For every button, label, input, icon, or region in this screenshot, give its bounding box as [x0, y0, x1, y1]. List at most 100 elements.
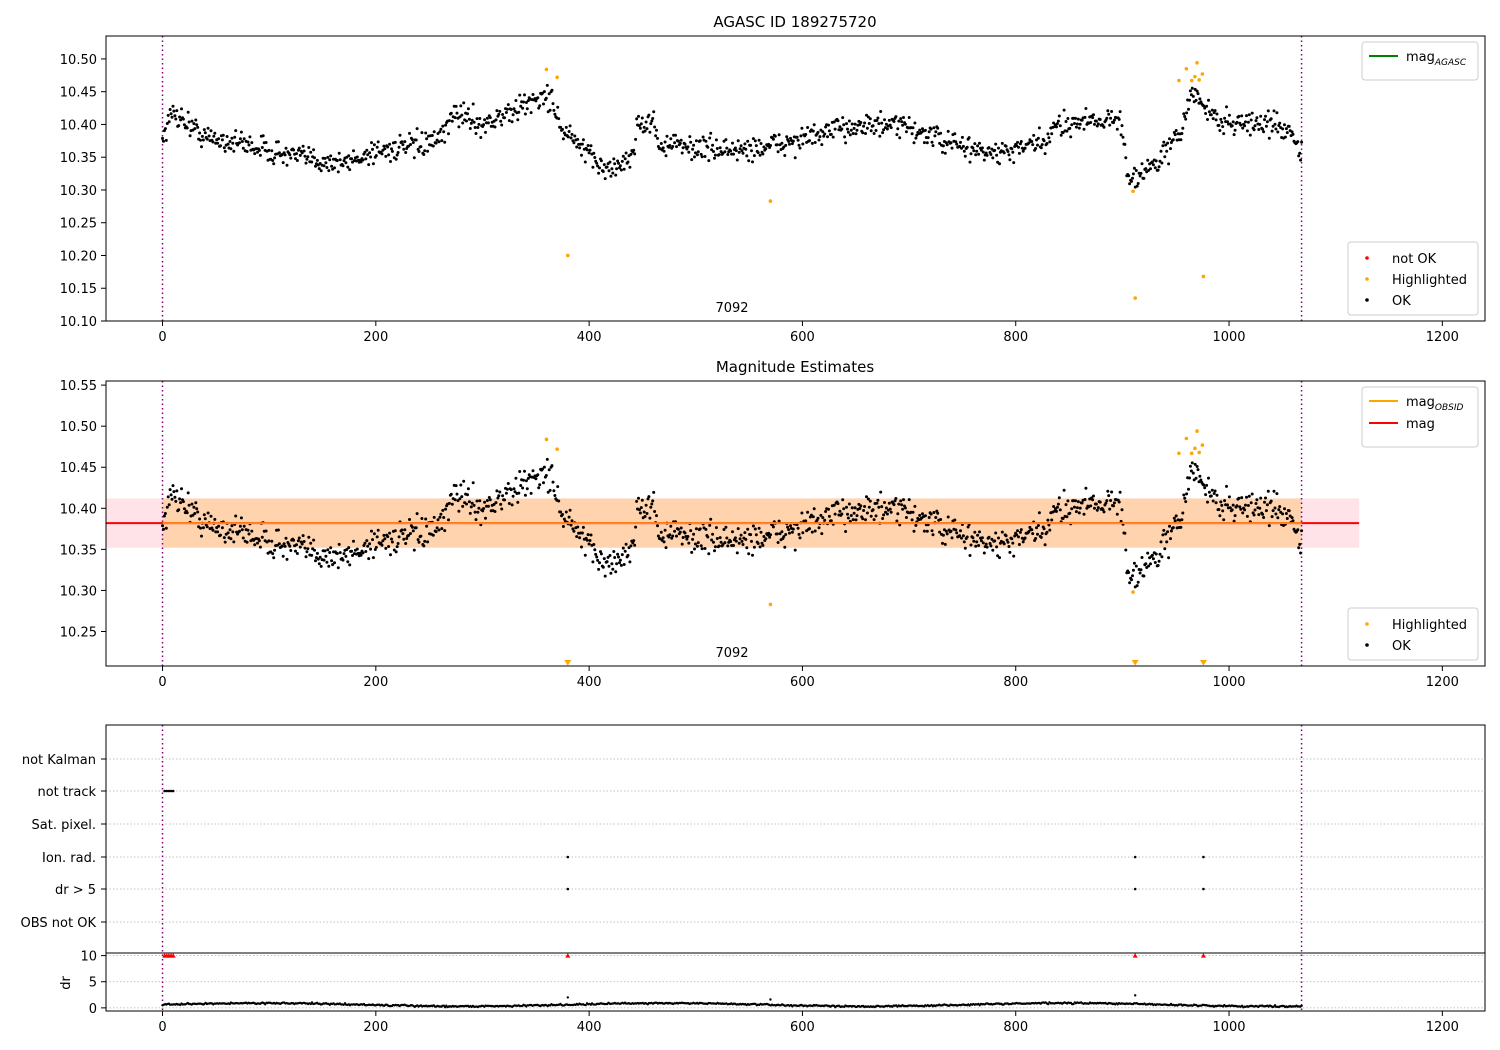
ok-point [1042, 139, 1046, 143]
ok-point [1082, 512, 1086, 516]
ok-point [865, 495, 868, 499]
ok-point [380, 543, 384, 547]
ok-point [477, 506, 481, 510]
ok-point [572, 141, 576, 145]
ok-point [440, 527, 444, 531]
ok-point [292, 148, 296, 152]
ok-point [979, 539, 983, 543]
ok-point [468, 127, 472, 130]
ok-point [715, 147, 719, 150]
ok-point [662, 149, 666, 153]
ok-point [371, 147, 374, 151]
ok-point [1188, 89, 1192, 93]
ok-point [941, 150, 944, 154]
ok-point [1262, 516, 1266, 519]
ok-point [436, 132, 440, 135]
ok-point [1158, 552, 1162, 556]
flag-point [169, 789, 173, 793]
ok-point [248, 135, 252, 139]
highlighted-point [1200, 443, 1205, 447]
ok-point [882, 128, 886, 132]
ok-point [462, 479, 466, 483]
ok-point [664, 154, 668, 158]
ok-point [883, 501, 886, 504]
ok-point [408, 131, 411, 135]
ok-point [960, 536, 963, 540]
legend-label: Highlighted [1392, 273, 1467, 288]
ok-point [799, 134, 803, 138]
ok-point [626, 160, 630, 164]
ok-point [267, 539, 271, 543]
ok-point [1203, 106, 1207, 110]
ok-point [903, 506, 907, 510]
ok-point [712, 540, 715, 544]
ok-point [1040, 143, 1044, 147]
ok-point [431, 533, 435, 537]
ok-point [1206, 500, 1209, 504]
ok-point [623, 549, 627, 553]
ok-point [1066, 499, 1070, 503]
ok-point [295, 543, 298, 547]
ok-point [1274, 127, 1278, 131]
ok-point [896, 127, 900, 131]
ok-point [1064, 503, 1068, 507]
ok-point [471, 102, 475, 106]
ok-point [422, 153, 426, 156]
ok-point [1036, 532, 1039, 536]
ok-point [813, 141, 817, 144]
ok-point [1179, 138, 1183, 142]
ok-point [416, 538, 420, 542]
ok-point [1252, 128, 1256, 132]
ok-point [400, 528, 404, 532]
ok-point [367, 163, 371, 167]
ok-point [788, 142, 791, 146]
ok-point [567, 515, 571, 519]
ok-point [571, 527, 575, 531]
ok-point [1039, 535, 1043, 539]
ok-point [210, 526, 214, 530]
ok-point [718, 536, 722, 540]
flag-point [171, 789, 175, 793]
ok-point [458, 497, 462, 501]
ok-point [443, 140, 447, 144]
ok-point [1290, 130, 1294, 134]
ok-point [1262, 130, 1266, 134]
ok-point [524, 479, 528, 483]
ok-point [1212, 492, 1216, 495]
ok-point [662, 540, 666, 544]
ok-point [846, 516, 850, 520]
ok-point [863, 505, 867, 508]
ok-point [331, 563, 335, 567]
ok-point [695, 153, 699, 157]
ok-point [411, 529, 415, 533]
ok-point [900, 503, 904, 507]
ok-point [264, 141, 268, 144]
ok-point [1046, 132, 1050, 136]
ok-point [939, 131, 943, 135]
ok-point [329, 546, 333, 550]
ok-point [257, 539, 261, 543]
ok-point [761, 152, 765, 156]
ok-point [991, 156, 995, 160]
ok-point [198, 131, 202, 135]
ok-point [493, 125, 497, 129]
ok-point [329, 154, 333, 158]
ok-point [1108, 507, 1112, 511]
ok-point [1047, 136, 1051, 140]
ok-point [1239, 123, 1243, 127]
ok-point [975, 540, 979, 544]
ok-point [892, 503, 896, 507]
ok-point [849, 128, 853, 132]
ok-point [669, 524, 673, 528]
ok-point [1030, 528, 1034, 532]
ok-point [631, 541, 635, 545]
highlighted-point [1193, 446, 1197, 451]
ok-point [785, 135, 789, 139]
ok-point [591, 165, 595, 169]
ok-point [806, 510, 810, 514]
ok-point [335, 552, 339, 555]
ok-point [542, 90, 546, 94]
ok-point [744, 537, 748, 541]
ok-point [683, 531, 687, 535]
ok-point [467, 117, 471, 121]
